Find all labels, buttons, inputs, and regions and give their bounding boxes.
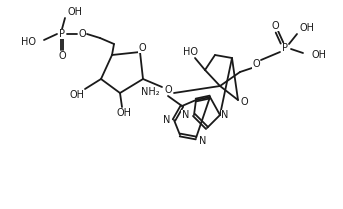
Text: O: O (240, 97, 248, 107)
Text: N: N (199, 136, 206, 146)
Text: O: O (164, 85, 172, 95)
Text: OH: OH (299, 23, 314, 33)
Text: NH₂: NH₂ (141, 87, 160, 97)
Text: N: N (221, 110, 229, 120)
Text: OH: OH (311, 50, 326, 60)
Text: OH: OH (67, 7, 82, 17)
Text: N: N (182, 110, 189, 120)
Text: O: O (138, 43, 146, 53)
Text: O: O (252, 59, 260, 69)
Text: O: O (271, 21, 279, 31)
Text: HO: HO (184, 47, 199, 57)
Text: P: P (59, 29, 65, 39)
Text: P: P (282, 43, 288, 53)
Text: O: O (78, 29, 86, 39)
Text: N: N (163, 115, 170, 125)
Text: O: O (58, 51, 66, 61)
Text: OH: OH (70, 90, 84, 100)
Text: HO: HO (21, 37, 36, 47)
Text: OH: OH (117, 108, 131, 118)
